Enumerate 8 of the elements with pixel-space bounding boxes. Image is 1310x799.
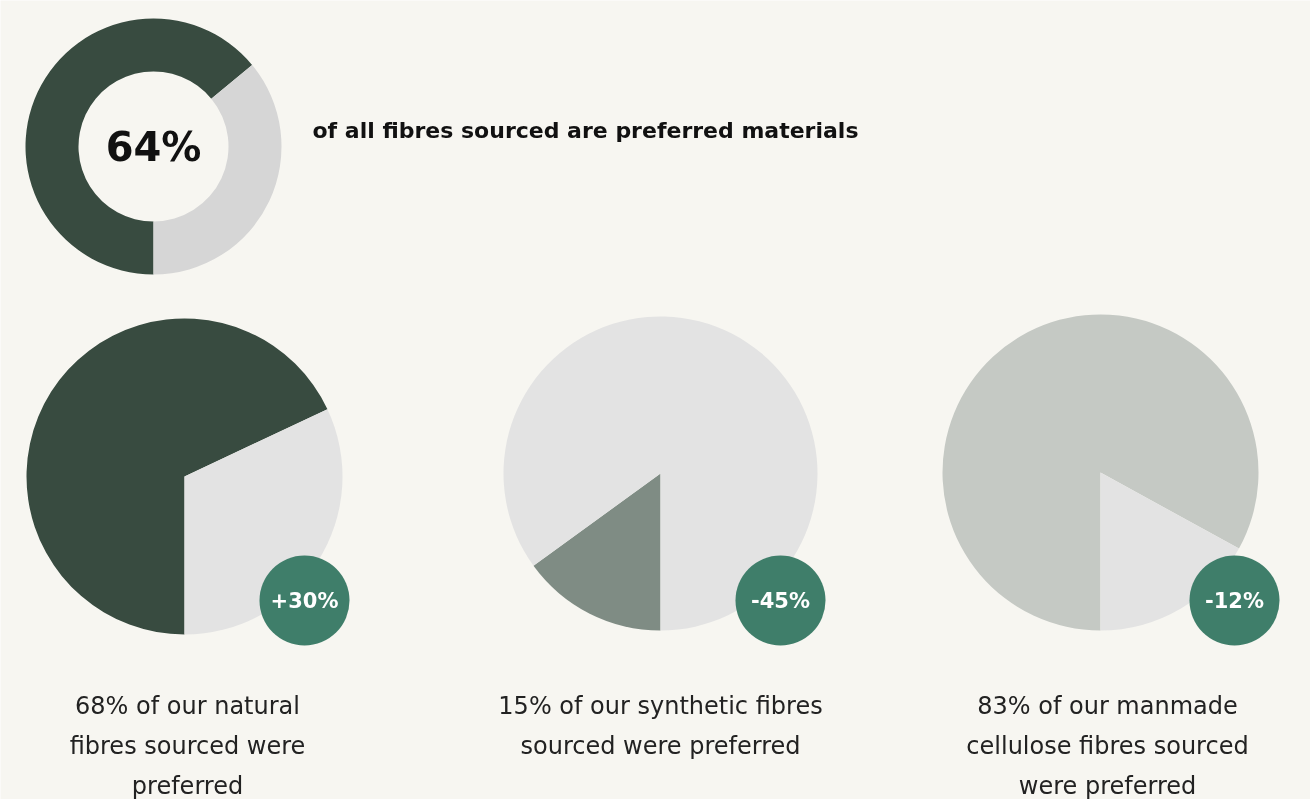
text: +30% <box>270 588 339 613</box>
text: -45% <box>751 588 810 613</box>
text: 83% of our manmade cellulose fibres sourced were preferred <box>966 691 1249 799</box>
text: 68% of our natural fibres sourced were preferred <box>69 691 306 799</box>
text: of all fibres sourced are preferred materials <box>312 118 859 143</box>
text: 15% of our synthetic fibres sourced were preferred <box>498 691 823 760</box>
text: 64% <box>105 123 202 170</box>
text: -12% <box>1205 588 1264 613</box>
